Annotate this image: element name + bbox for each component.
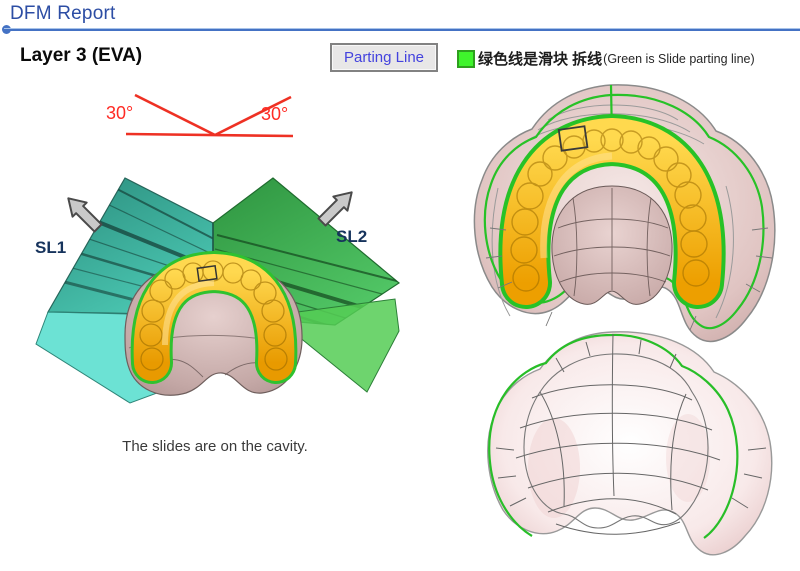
pink-shading-left [528,418,580,518]
angle-baseline [125,132,294,138]
slide1-label: SL1 [35,238,66,257]
green-square-icon [457,49,475,68]
outer-wireframe-ticks [485,227,773,331]
sl2-arrow-icon [317,191,353,227]
gate-detail-square [196,264,218,283]
header-divider [4,28,800,31]
slides-caption: The slides are on the cavity. [122,438,308,455]
cavity-with-teeth-view [473,84,776,342]
gate-detail-square-top [557,125,589,152]
parting-line-button[interactable]: Parting Line [330,43,438,72]
layer-title: Layer 3 (EVA) [20,45,143,66]
parting-line-legend: 绿色线是滑块 拆线 (Green is Slide parting line) [457,48,755,69]
core-plateau [551,185,673,305]
angle-right-ray [214,95,292,137]
page-title: DFM Report [10,3,116,24]
legend-text-cn: 绿色线是滑块 拆线 [478,51,603,68]
angle-right-label: 30° [261,104,288,124]
cavity-inner-rim [523,353,709,529]
slide2-label: SL2 [336,227,367,246]
teeth-model [130,250,298,384]
sl1-arrow-icon [67,197,103,233]
cavity-wireframe [495,333,767,535]
angle-left-ray [134,93,216,137]
draft-angle-diagram: 30° 30° [106,93,294,138]
teeth-model-top [498,113,726,309]
slide-parting-line-bottom-view [488,333,739,539]
legend-text-en: (Green is Slide parting line) [603,51,755,66]
cavity-empty-view [487,331,773,556]
angle-left-label: 30° [106,103,133,123]
slides-3d-view: SL1 SL2 [35,177,401,404]
